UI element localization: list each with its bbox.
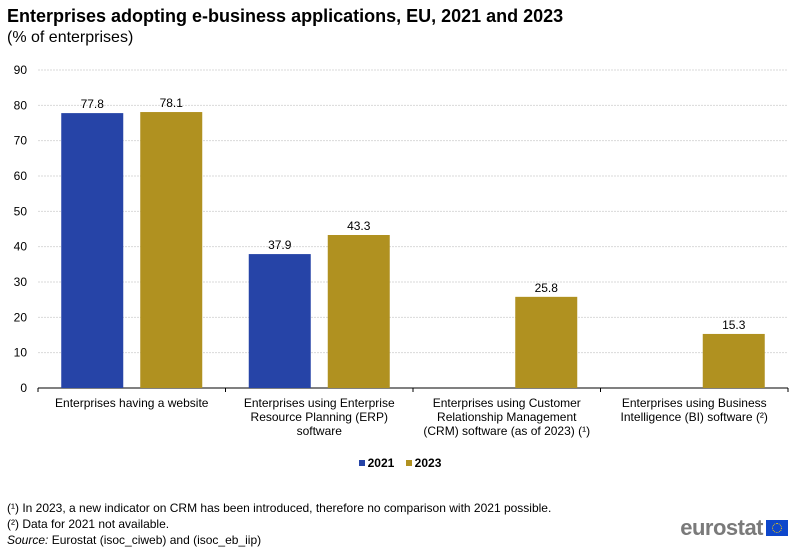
- y-tick-label: 80: [14, 98, 28, 112]
- y-tick-label: 30: [14, 275, 28, 289]
- legend-swatch-2023: [405, 460, 412, 466]
- source-line: Source: Eurostat (isoc_ciweb) and (isoc_…: [7, 532, 551, 548]
- x-category-label: Intelligence (BI) software (²): [621, 410, 768, 424]
- data-label: 25.8: [535, 281, 559, 295]
- data-label: 37.9: [268, 238, 292, 252]
- bar-2023: [140, 112, 203, 389]
- y-tick-label: 10: [14, 346, 28, 360]
- data-label: 15.3: [722, 318, 746, 332]
- footnote-2: (²) Data for 2021 not available.: [7, 517, 170, 531]
- data-label: 77.8: [81, 97, 105, 111]
- source-text: Eurostat (isoc_ciweb) and (isoc_eb_iip): [48, 533, 262, 547]
- legend-item-2023: 2023: [405, 456, 442, 470]
- y-tick-label: 90: [14, 63, 28, 77]
- eurostat-logo: eurostat: [680, 515, 788, 541]
- footnotes: (¹) In 2023, a new indicator on CRM has …: [7, 500, 551, 548]
- data-label: 43.3: [347, 219, 371, 233]
- eu-flag-icon: [766, 520, 788, 536]
- bar-2023: [515, 296, 578, 388]
- legend-swatch-2021: [358, 460, 365, 466]
- legend: 2021 2023: [0, 455, 800, 470]
- bar-2023: [702, 333, 765, 388]
- legend-label-2021: 2021: [367, 456, 395, 470]
- logo-text: eurostat: [680, 515, 763, 540]
- x-category-label: Relationship Management: [437, 410, 577, 424]
- y-tick-label: 0: [20, 381, 27, 395]
- legend-label-2023: 2023: [414, 456, 442, 470]
- source-label: Source:: [7, 533, 49, 547]
- legend-item-2021: 2021: [358, 456, 395, 470]
- bar-chart: 0 10 20 30 40 50 60 70 80 90 77.8 78.1 Enterprises h…: [14, 63, 789, 438]
- x-category-label: Resource Planning (ERP): [251, 410, 388, 424]
- x-category-label: Enterprises using Business: [622, 396, 767, 410]
- y-tick-label: 40: [14, 240, 28, 254]
- bar-2021: [248, 254, 311, 388]
- chart-subtitle: (% of enterprises): [7, 29, 134, 46]
- data-label: 78.1: [160, 96, 184, 110]
- chart-title: Enterprises adopting e-business applicat…: [7, 6, 564, 26]
- x-category-label: Enterprises using Customer: [433, 396, 581, 410]
- bar-2023: [327, 235, 390, 388]
- y-tick-label: 60: [14, 169, 28, 183]
- x-category-label: Enterprises using Enterprise: [244, 396, 395, 410]
- x-category-label: Enterprises having a website: [55, 396, 209, 410]
- bar-2021: [61, 113, 124, 389]
- x-category-label: software: [297, 424, 343, 438]
- y-tick-label: 20: [14, 310, 28, 324]
- y-tick-label: 50: [14, 204, 28, 218]
- y-tick-label: 70: [14, 134, 28, 148]
- x-category-label: (CRM) software (as of 2023) (¹): [423, 424, 590, 438]
- footnote-1: (¹) In 2023, a new indicator on CRM has …: [7, 501, 552, 515]
